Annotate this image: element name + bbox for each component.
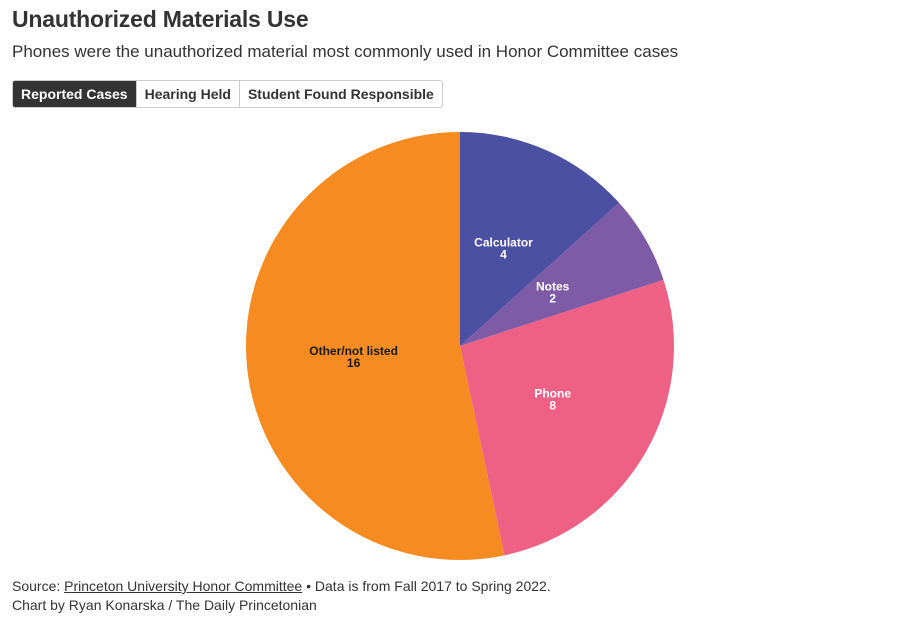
chart-credit: Chart by Ryan Konarska / The Daily Princ…	[12, 597, 317, 613]
pie-slice-other-not-listed[interactable]	[246, 132, 505, 560]
slice-label-phone: Phone	[534, 387, 571, 401]
tab-hearing-held[interactable]: Hearing Held	[135, 81, 239, 107]
slice-label-other-not-listed: Other/not listed	[309, 344, 398, 358]
chart-footer: Source: Princeton University Honor Commi…	[12, 577, 551, 615]
slice-label-calculator: Calculator	[474, 235, 533, 249]
view-tabs: Reported Cases Hearing Held Student Foun…	[12, 80, 443, 108]
source-line: Source: Princeton University Honor Commi…	[12, 577, 551, 596]
chart-subtitle: Phones were the unauthorized material mo…	[12, 42, 679, 61]
slice-value-calculator: 4	[500, 247, 507, 261]
tab-reported-cases[interactable]: Reported Cases	[13, 81, 136, 107]
source-suffix: • Data is from Fall 2017 to Spring 2022.	[302, 578, 551, 594]
pie-slice-phone[interactable]	[460, 279, 674, 556]
slice-value-notes: 2	[549, 292, 556, 306]
slice-value-phone: 8	[549, 399, 556, 413]
tab-student-found-responsible[interactable]: Student Found Responsible	[238, 81, 442, 107]
chart-title: Unauthorized Materials Use	[12, 6, 309, 32]
slice-label-notes: Notes	[536, 280, 570, 294]
pie-slice-calculator[interactable]	[460, 132, 620, 346]
slice-value-other-not-listed: 16	[347, 356, 361, 370]
source-link[interactable]: Princeton University Honor Committee	[64, 578, 303, 594]
pie-slice-notes[interactable]	[460, 202, 664, 346]
source-prefix: Source:	[12, 578, 65, 594]
